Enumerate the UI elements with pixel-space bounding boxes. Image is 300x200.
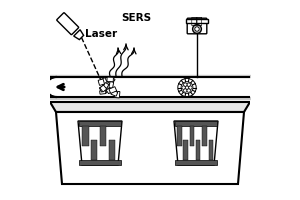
- Circle shape: [182, 86, 185, 89]
- Polygon shape: [46, 77, 56, 97]
- Circle shape: [184, 89, 187, 92]
- FancyBboxPatch shape: [100, 78, 107, 85]
- FancyBboxPatch shape: [100, 85, 106, 92]
- FancyBboxPatch shape: [100, 90, 106, 94]
- FancyBboxPatch shape: [99, 86, 105, 92]
- FancyBboxPatch shape: [109, 77, 115, 84]
- Bar: [82, 126, 88, 146]
- FancyBboxPatch shape: [109, 87, 117, 93]
- Bar: [177, 126, 182, 146]
- Circle shape: [181, 82, 193, 94]
- Polygon shape: [174, 121, 218, 165]
- Polygon shape: [50, 102, 250, 112]
- Polygon shape: [74, 30, 84, 40]
- Circle shape: [184, 83, 187, 86]
- Circle shape: [187, 83, 190, 86]
- Text: 荧光: 荧光: [191, 15, 203, 25]
- Text: SERS: SERS: [121, 13, 151, 23]
- Bar: [109, 140, 115, 160]
- FancyBboxPatch shape: [107, 84, 112, 91]
- FancyBboxPatch shape: [106, 88, 112, 94]
- Polygon shape: [175, 160, 217, 165]
- Bar: [100, 126, 106, 146]
- Text: Laser: Laser: [85, 29, 117, 39]
- Circle shape: [193, 25, 201, 33]
- FancyBboxPatch shape: [111, 90, 118, 96]
- FancyBboxPatch shape: [103, 83, 109, 88]
- Bar: [183, 140, 188, 160]
- Bar: [208, 140, 213, 160]
- FancyBboxPatch shape: [98, 79, 104, 85]
- Bar: [91, 140, 98, 160]
- Polygon shape: [79, 160, 121, 165]
- Polygon shape: [78, 121, 122, 165]
- FancyBboxPatch shape: [187, 18, 207, 34]
- Bar: [202, 126, 207, 146]
- Bar: [190, 126, 194, 146]
- FancyBboxPatch shape: [103, 88, 107, 93]
- FancyBboxPatch shape: [115, 91, 120, 98]
- Polygon shape: [175, 121, 217, 126]
- FancyBboxPatch shape: [109, 82, 114, 88]
- Bar: [186, 19, 208, 23]
- FancyBboxPatch shape: [57, 13, 79, 35]
- Circle shape: [187, 89, 190, 92]
- Polygon shape: [56, 112, 244, 184]
- Circle shape: [195, 27, 199, 31]
- Circle shape: [185, 86, 189, 89]
- FancyBboxPatch shape: [107, 77, 113, 82]
- Bar: [196, 140, 200, 160]
- Circle shape: [189, 86, 192, 89]
- Polygon shape: [79, 121, 121, 126]
